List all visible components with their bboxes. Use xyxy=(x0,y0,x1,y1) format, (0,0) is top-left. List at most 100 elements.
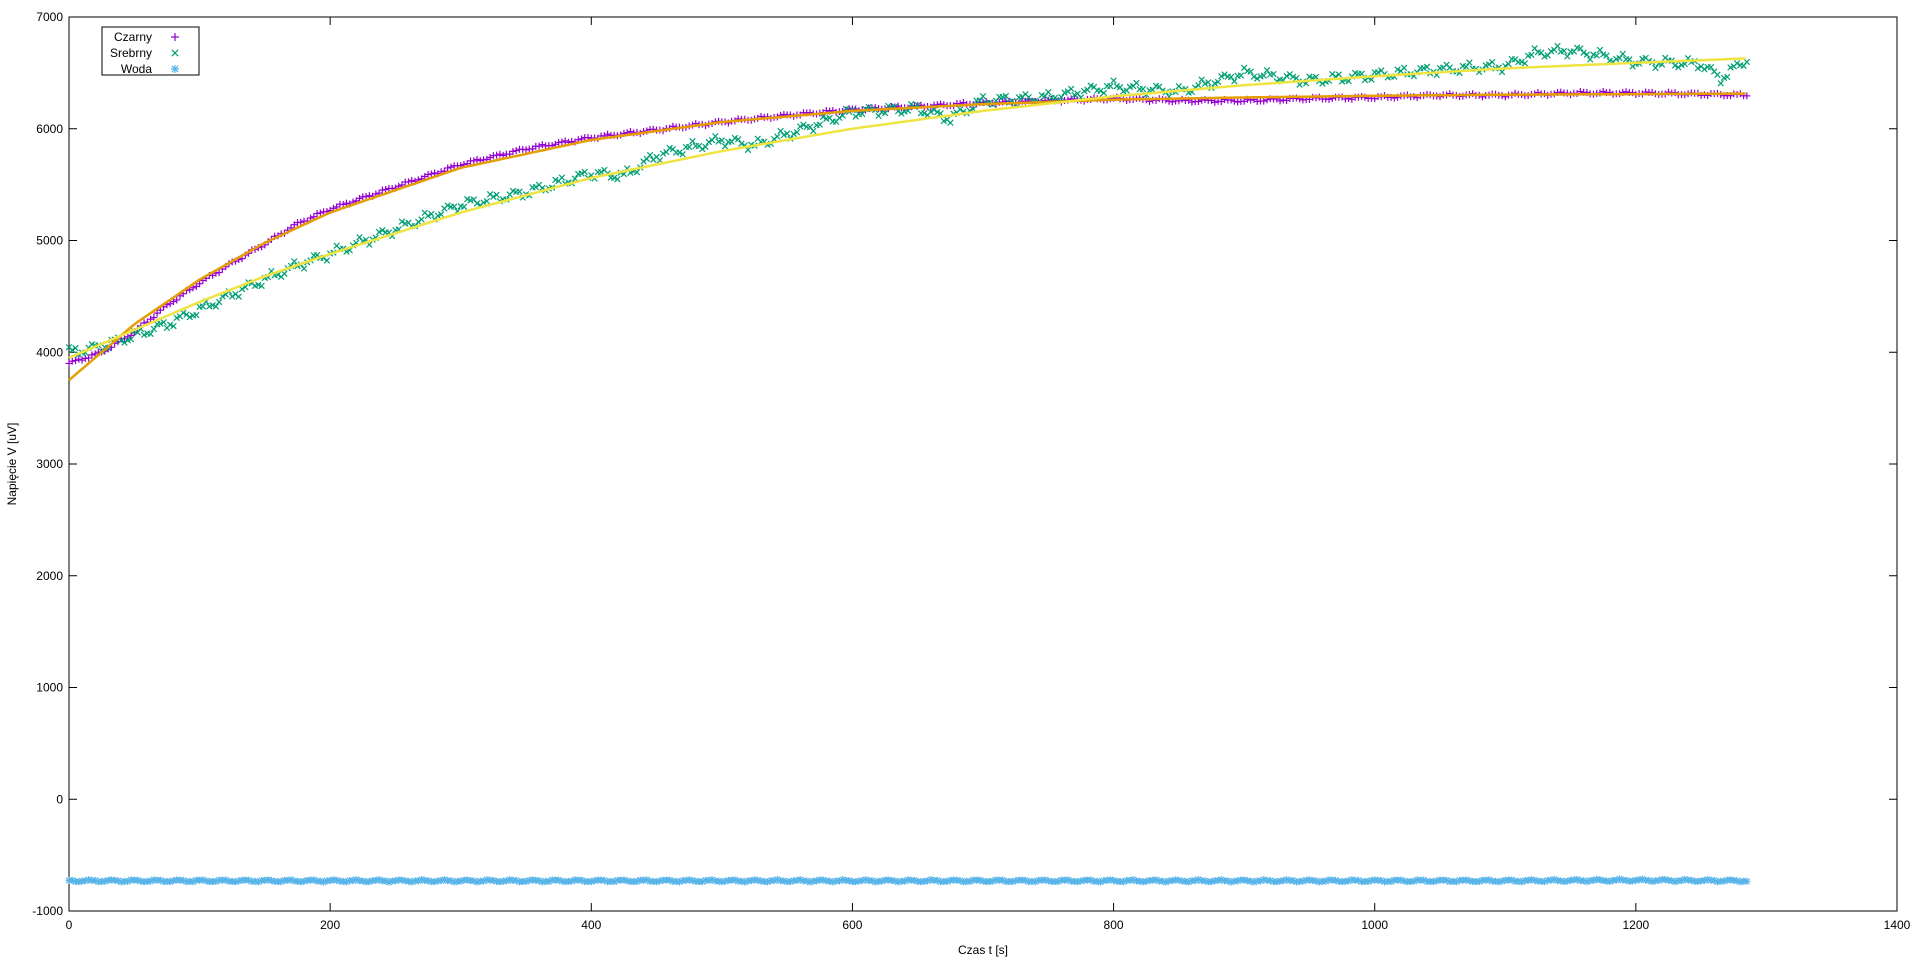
series-czarny xyxy=(65,87,1751,367)
data-point xyxy=(235,293,242,300)
data-point xyxy=(1626,56,1633,63)
data-point xyxy=(1247,68,1254,75)
data-point xyxy=(1671,62,1679,69)
legend: Czarny Srebrny Woda xyxy=(101,26,200,76)
data-point xyxy=(947,119,954,126)
data-point xyxy=(522,146,530,154)
x-tick-label: 1200 xyxy=(1623,918,1650,932)
data-point xyxy=(731,876,739,884)
data-point xyxy=(643,876,651,884)
data-point xyxy=(558,138,566,146)
data-point xyxy=(1564,53,1571,60)
data-point xyxy=(147,330,154,338)
data-point xyxy=(1743,877,1751,885)
data-point xyxy=(356,234,363,241)
data-point xyxy=(699,145,706,153)
data-point xyxy=(91,350,99,358)
data-point xyxy=(1557,877,1565,885)
fit-curve-2 xyxy=(68,57,1746,359)
data-point xyxy=(428,210,435,218)
data-point xyxy=(1263,67,1271,74)
data-point xyxy=(124,333,132,341)
data-point xyxy=(78,356,86,364)
legend-label: Srebrny xyxy=(110,46,152,60)
y-tick-label: 0 xyxy=(56,792,63,806)
data-point xyxy=(1593,52,1600,59)
data-point xyxy=(1188,98,1196,106)
data-point xyxy=(656,157,664,164)
data-point xyxy=(676,149,683,156)
data-point xyxy=(1231,78,1238,85)
data-point xyxy=(85,354,93,362)
data-point xyxy=(1619,50,1627,58)
data-point xyxy=(1358,70,1365,77)
legend-label: Czarny xyxy=(114,30,152,44)
data-point xyxy=(150,325,158,333)
data-point xyxy=(1394,66,1401,73)
legend-marker xyxy=(171,65,179,73)
data-point xyxy=(173,296,181,304)
x-tick-label: 1400 xyxy=(1884,918,1911,932)
x-tick-label: 0 xyxy=(66,918,73,932)
data-point xyxy=(418,216,425,223)
data-point xyxy=(979,93,987,100)
y-tick-label: 5000 xyxy=(36,234,63,248)
data-point xyxy=(927,108,934,116)
data-point xyxy=(1603,52,1610,59)
x-tick-label: 400 xyxy=(581,918,601,932)
data-point xyxy=(535,877,543,885)
data-point xyxy=(956,106,964,113)
data-point xyxy=(679,151,686,158)
data-point xyxy=(614,176,621,183)
data-point xyxy=(702,143,709,151)
fit-curves xyxy=(68,57,1746,382)
data-point xyxy=(1002,92,1010,100)
data-point xyxy=(1276,97,1284,105)
data-point xyxy=(473,155,481,163)
data-point xyxy=(88,351,96,359)
data-point xyxy=(300,265,308,272)
data-point xyxy=(215,298,223,306)
data-point xyxy=(1116,84,1124,91)
data-point xyxy=(1253,75,1261,82)
data-point xyxy=(1694,65,1702,72)
data-point xyxy=(215,269,223,277)
data-point xyxy=(186,313,194,321)
data-point xyxy=(1743,92,1751,100)
data-point xyxy=(150,314,158,322)
data-point xyxy=(379,227,386,234)
y-tick-label: -1000 xyxy=(32,904,63,918)
data-point xyxy=(532,183,540,191)
data-point xyxy=(790,130,797,138)
data-point xyxy=(836,114,843,122)
data-point xyxy=(796,123,804,130)
data-point xyxy=(72,344,79,352)
data-point xyxy=(408,176,416,184)
data-point xyxy=(734,136,742,143)
data-point xyxy=(538,141,546,149)
data-point xyxy=(493,151,501,159)
data-point xyxy=(121,339,128,346)
data-point xyxy=(170,322,177,330)
data-point xyxy=(444,164,452,172)
data-point xyxy=(1466,59,1473,66)
plot-frame xyxy=(68,16,1898,912)
data-point xyxy=(509,147,517,155)
legend-marker xyxy=(171,33,179,41)
data-point xyxy=(1260,97,1268,105)
series-layer xyxy=(65,42,1751,886)
data-point xyxy=(291,258,298,265)
data-point xyxy=(434,212,442,219)
data-point xyxy=(1211,98,1219,106)
data-point xyxy=(398,218,406,225)
data-point xyxy=(646,151,654,159)
data-point xyxy=(1400,64,1408,72)
data-point xyxy=(1107,82,1114,90)
data-point xyxy=(1289,73,1297,80)
data-point xyxy=(362,193,370,201)
data-point xyxy=(160,318,167,326)
data-point xyxy=(281,270,288,277)
data-point xyxy=(689,138,696,145)
y-tick-label: 6000 xyxy=(36,122,63,136)
